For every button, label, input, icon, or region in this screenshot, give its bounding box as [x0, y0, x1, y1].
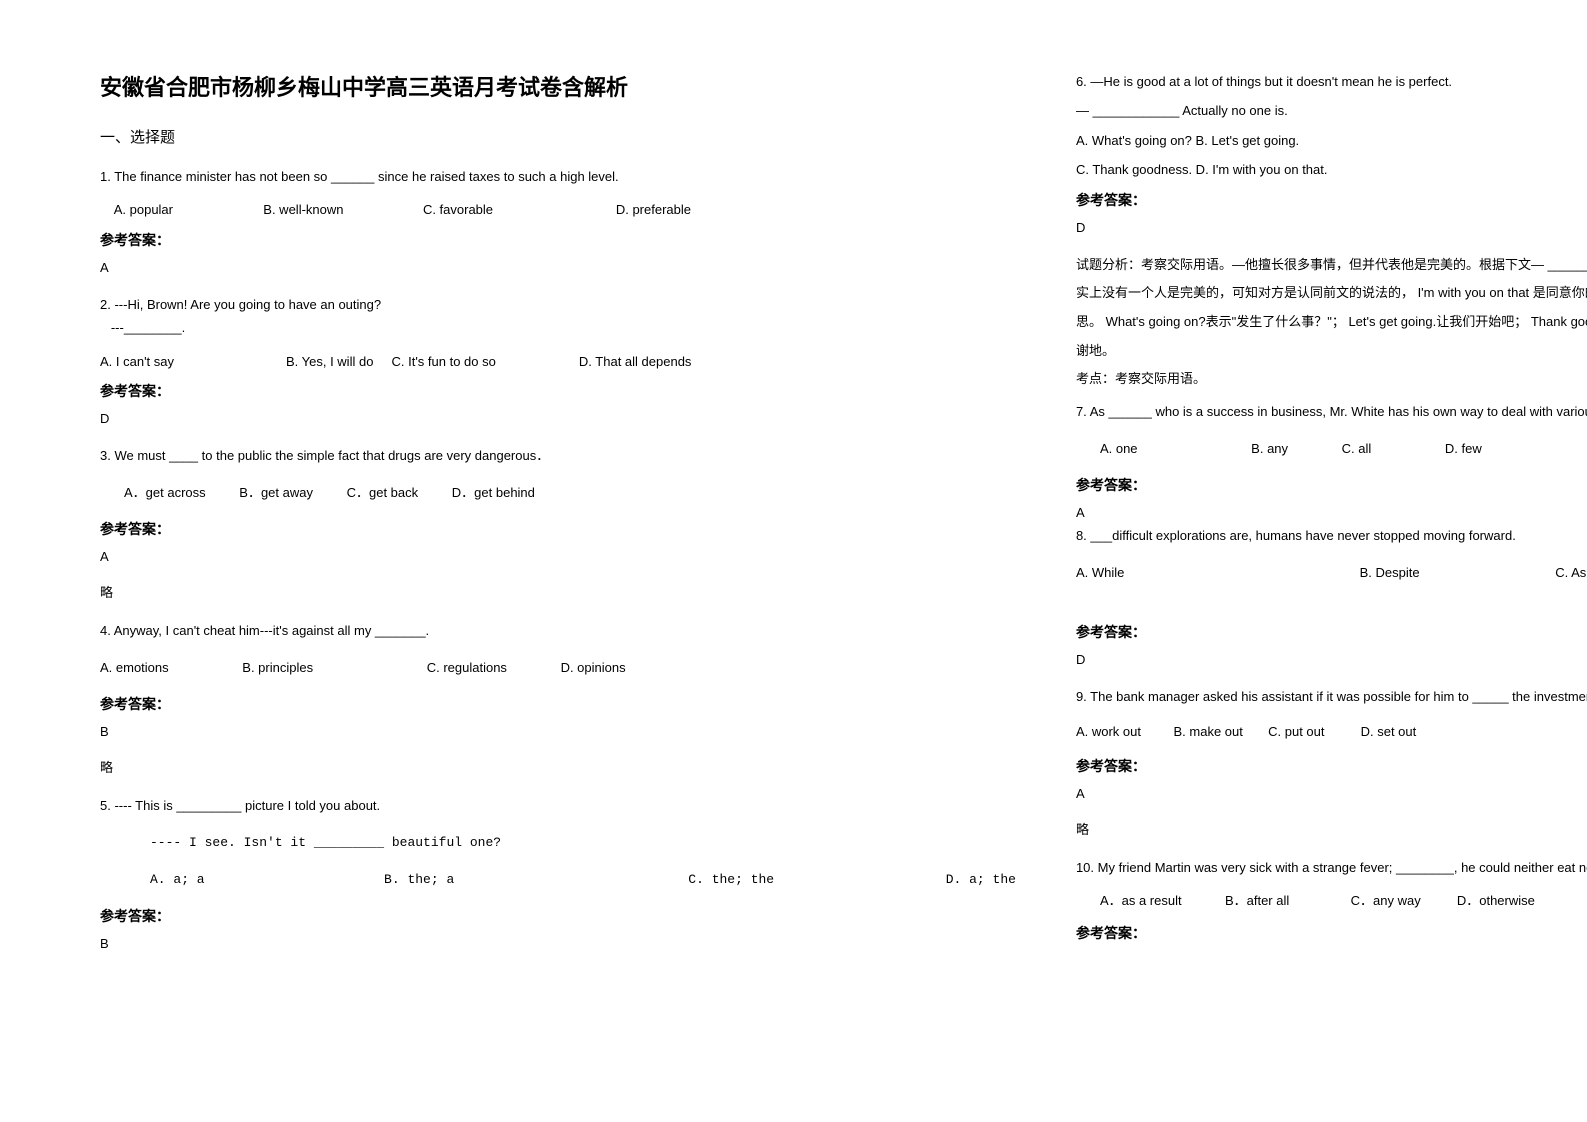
q3-opt-a: A．get across: [124, 481, 206, 504]
q3-opt-d: D．get behind: [452, 481, 535, 504]
q4-opt-a: A. emotions: [100, 656, 169, 679]
q7-opt-a: A. one: [1100, 437, 1138, 460]
q2-text2: ---________.: [100, 316, 1016, 339]
q1-answer: A: [100, 260, 1016, 275]
q7-answer: A: [1076, 505, 1587, 520]
q8-answer: D: [1076, 652, 1587, 667]
answer-label: 参考答案：: [100, 694, 1016, 714]
q6-exp5: 考点：考察交际用语。: [1076, 367, 1587, 392]
q3-answer: A: [100, 549, 1016, 564]
q9-text: 9. The bank manager asked his assistant …: [1076, 685, 1587, 708]
answer-label: 参考答案：: [100, 519, 1016, 539]
doc-title: 安徽省合肥市杨柳乡梅山中学高三英语月考试卷含解析: [100, 70, 1016, 102]
q1-options: A. popular B. well-known C. favorable D.…: [100, 198, 1016, 221]
q8-opt-a: A. While: [1076, 561, 1360, 608]
q7-text: 7. As ______ who is a success in busines…: [1076, 400, 1587, 423]
q4-brief: 略: [100, 757, 1016, 776]
q6-opt1: A. What's going on? B. Let's get going.: [1076, 129, 1587, 152]
q6-answer: D: [1076, 220, 1587, 235]
q2-options: A. I can't say B. Yes, I will do C. It's…: [100, 350, 1016, 373]
answer-label: 参考答案：: [1076, 923, 1587, 943]
q4-answer: B: [100, 724, 1016, 739]
q9-brief: 略: [1076, 819, 1587, 838]
q3-brief: 略: [100, 582, 1016, 601]
answer-label: 参考答案：: [1076, 756, 1587, 776]
q10-text: 10. My friend Martin was very sick with …: [1076, 856, 1587, 879]
q6-exp3: 思。 What's going on?表示"发生了什么事？"； Let's ge…: [1076, 310, 1587, 335]
q4-opt-d: D. opinions: [561, 656, 626, 679]
answer-label: 参考答案：: [1076, 190, 1587, 210]
q3-text: 3. We must ____ to the public the simple…: [100, 444, 1016, 467]
q3-options: A．get across B．get away C．get back D．get…: [100, 481, 1016, 504]
q5-options: A. a; a B. the; a C. the; the D. a; the: [100, 868, 1016, 891]
q6-text: 6. —He is good at a lot of things but it…: [1076, 70, 1587, 93]
answer-label: 参考答案：: [1076, 622, 1587, 642]
q6-text2: — ____________ Actually no one is.: [1076, 99, 1587, 122]
q8-options: A. While B. Despite C. As D. However: [1076, 561, 1587, 608]
q6-opt2: C. Thank goodness. D. I'm with you on th…: [1076, 158, 1587, 181]
q4-text: 4. Anyway, I can't cheat him---it's agai…: [100, 619, 1016, 642]
section-heading: 一、选择题: [100, 126, 1016, 147]
answer-label: 参考答案：: [1076, 475, 1587, 495]
right-column: 6. —He is good at a lot of things but it…: [1076, 70, 1587, 1082]
q3-opt-c: C．get back: [347, 481, 419, 504]
q4-options: A. emotions B. principles C. regulations…: [100, 656, 1016, 679]
q8-text: 8. ___difficult explorations are, humans…: [1076, 524, 1587, 547]
q6-exp1: 试题分析：考察交际用语。—他擅长很多事情，但并代表他是完美的。根据下文— ___…: [1076, 253, 1587, 278]
q6-exp2: 实上没有一个人是完美的，可知对方是认同前文的说法的， I'm with you …: [1076, 281, 1587, 306]
q7-opt-c: C. all: [1342, 437, 1372, 460]
q3-opt-b: B．get away: [239, 481, 313, 504]
q8-opt-b: B. Despite: [1360, 561, 1556, 608]
q1-text: 1. The finance minister has not been so …: [100, 165, 1016, 188]
q4-opt-b: B. principles: [242, 656, 313, 679]
q6-exp4: 谢地。: [1076, 339, 1587, 364]
q9-answer: A: [1076, 786, 1587, 801]
q5-text: 5. ---- This is _________ picture I told…: [100, 794, 1016, 817]
q7-opt-d: D. few: [1445, 437, 1482, 460]
answer-label: 参考答案：: [100, 230, 1016, 250]
q5-text2: ---- I see. Isn't it _________ beautiful…: [100, 831, 1016, 854]
left-column: 安徽省合肥市杨柳乡梅山中学高三英语月考试卷含解析 一、选择题 1. The fi…: [100, 70, 1016, 1082]
q10-options: A．as a result B．after all C．any way D．ot…: [1076, 889, 1587, 912]
q4-opt-c: C. regulations: [427, 656, 507, 679]
q8-opt-c: C. As: [1555, 561, 1587, 608]
q2-answer: D: [100, 411, 1016, 426]
answer-label: 参考答案：: [100, 381, 1016, 401]
q7-opt-b: B. any: [1251, 437, 1288, 460]
q7-options: A. one B. any C. all D. few: [1076, 437, 1587, 460]
q5-answer: B: [100, 936, 1016, 951]
answer-label: 参考答案：: [100, 906, 1016, 926]
q9-options: A. work out B. make out C. put out D. se…: [1076, 720, 1587, 743]
q2-text: 2. ---Hi, Brown! Are you going to have a…: [100, 293, 1016, 316]
